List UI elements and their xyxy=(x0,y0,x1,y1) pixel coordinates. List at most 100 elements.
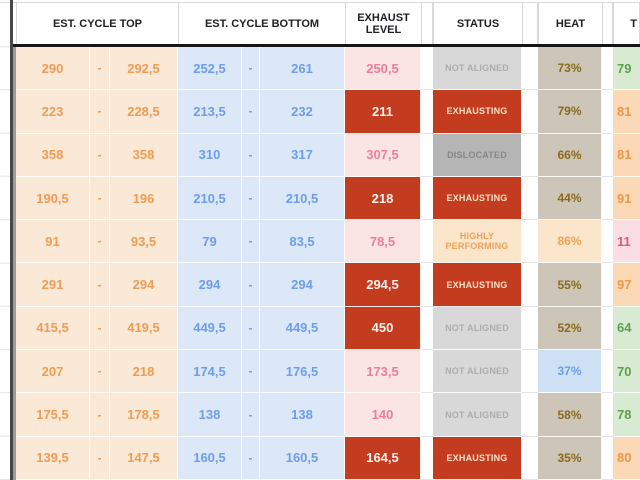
cycle-top-high[interactable]: 228,5 xyxy=(110,90,178,134)
status-cell[interactable]: HIGHLY PERFORMING xyxy=(433,220,522,264)
cycle-top-low[interactable]: 415,5 xyxy=(16,306,90,351)
cycle-bottom-high[interactable]: 138 xyxy=(260,393,345,437)
cycle-top-dash[interactable]: - xyxy=(90,393,110,437)
heat-cell[interactable]: 37% xyxy=(538,350,602,394)
status-cell[interactable]: NOT ALIGNED xyxy=(433,47,522,91)
cycle-bottom-high[interactable]: 317 xyxy=(260,133,345,177)
exhaust-level-cell[interactable]: 140 xyxy=(345,393,421,437)
heat-cell[interactable]: 52% xyxy=(538,306,602,351)
cycle-bottom-low[interactable]: 449,5 xyxy=(178,306,242,351)
exhaust-level-cell[interactable]: 218 xyxy=(345,176,421,221)
cycle-bottom-dash[interactable]: - xyxy=(242,393,260,437)
cycle-top-low[interactable]: 223 xyxy=(16,90,90,134)
cycle-bottom-low[interactable]: 160,5 xyxy=(178,436,242,480)
status-cell[interactable]: EXHAUSTING xyxy=(433,436,522,480)
left-clipped-column[interactable] xyxy=(0,0,10,480)
column-header-spacer[interactable] xyxy=(602,3,613,44)
heat-cell[interactable]: 79% xyxy=(538,90,602,134)
cycle-top-low[interactable]: 291 xyxy=(16,263,90,307)
cycle-bottom-low[interactable]: 210,5 xyxy=(178,176,242,221)
exhaust-level-cell[interactable]: 173,5 xyxy=(345,350,421,394)
cycle-top-low[interactable]: 91 xyxy=(16,220,90,264)
cycle-bottom-dash[interactable]: - xyxy=(242,220,260,264)
cycle-top-dash[interactable]: - xyxy=(90,436,110,480)
cycle-bottom-high[interactable]: 83,5 xyxy=(260,220,345,264)
status-cell[interactable]: DISLOCATED xyxy=(433,133,522,177)
t-cell-clipped[interactable]: 78 xyxy=(613,393,640,437)
heat-cell[interactable]: 58% xyxy=(538,393,602,437)
cycle-top-dash[interactable]: - xyxy=(90,350,110,394)
cycle-top-dash[interactable]: - xyxy=(90,47,110,91)
column-header-spacer[interactable] xyxy=(421,3,433,44)
t-cell-clipped[interactable]: 64 xyxy=(613,306,640,351)
cycle-bottom-low[interactable]: 310 xyxy=(178,133,242,177)
cycle-top-dash[interactable]: - xyxy=(90,176,110,221)
exhaust-level-cell[interactable]: 250,5 xyxy=(345,47,421,91)
cycle-top-dash[interactable]: - xyxy=(90,263,110,307)
column-header-t-clipped[interactable]: T xyxy=(613,3,640,44)
heat-cell[interactable]: 55% xyxy=(538,263,602,307)
cycle-top-high[interactable]: 178,5 xyxy=(110,393,178,437)
status-cell[interactable]: NOT ALIGNED xyxy=(433,350,522,394)
cycle-bottom-high[interactable]: 176,5 xyxy=(260,350,345,394)
cycle-top-high[interactable]: 294 xyxy=(110,263,178,307)
cycle-top-dash[interactable]: - xyxy=(90,220,110,264)
exhaust-level-cell[interactable]: 78,5 xyxy=(345,220,421,264)
cycle-bottom-low[interactable]: 294 xyxy=(178,263,242,307)
status-cell[interactable]: EXHAUSTING xyxy=(433,263,522,307)
cycle-top-low[interactable]: 175,5 xyxy=(16,393,90,437)
t-cell-clipped[interactable]: 79 xyxy=(613,47,640,91)
cycle-top-high[interactable]: 292,5 xyxy=(110,47,178,91)
column-header-status[interactable]: STATUS xyxy=(433,3,522,44)
exhaust-level-cell[interactable]: 450 xyxy=(345,306,421,351)
cycle-bottom-high[interactable]: 232 xyxy=(260,90,345,134)
cycle-top-high[interactable]: 147,5 xyxy=(110,436,178,480)
column-header-exhaust-level[interactable]: EXHAUST LEVEL xyxy=(345,3,421,44)
cycle-top-dash[interactable]: - xyxy=(90,133,110,177)
t-cell-clipped[interactable]: 80 xyxy=(613,436,640,480)
t-cell-clipped[interactable]: 91 xyxy=(613,176,640,221)
t-cell-clipped[interactable]: 70 xyxy=(613,350,640,394)
cycle-bottom-high[interactable]: 294 xyxy=(260,263,345,307)
column-header-cycle-bottom[interactable]: EST. CYCLE BOTTOM xyxy=(178,3,345,44)
status-cell[interactable]: NOT ALIGNED xyxy=(433,393,522,437)
cycle-top-low[interactable]: 358 xyxy=(16,133,90,177)
cycle-bottom-high[interactable]: 449,5 xyxy=(260,306,345,351)
cycle-bottom-dash[interactable]: - xyxy=(242,263,260,307)
heat-cell[interactable]: 86% xyxy=(538,220,602,264)
cycle-bottom-dash[interactable]: - xyxy=(242,90,260,134)
cycle-top-high[interactable]: 196 xyxy=(110,176,178,221)
cycle-top-dash[interactable]: - xyxy=(90,306,110,351)
cycle-bottom-dash[interactable]: - xyxy=(242,47,260,91)
cycle-bottom-low[interactable]: 174,5 xyxy=(178,350,242,394)
cycle-top-low[interactable]: 190,5 xyxy=(16,176,90,221)
cycle-top-high[interactable]: 218 xyxy=(110,350,178,394)
cycle-top-low[interactable]: 139,5 xyxy=(16,436,90,480)
heat-cell[interactable]: 44% xyxy=(538,176,602,221)
cycle-bottom-low[interactable]: 213,5 xyxy=(178,90,242,134)
exhaust-level-cell[interactable]: 211 xyxy=(345,90,421,134)
cycle-bottom-dash[interactable]: - xyxy=(242,306,260,351)
heat-cell[interactable]: 73% xyxy=(538,47,602,91)
column-header-cycle-top[interactable]: EST. CYCLE TOP xyxy=(16,3,178,44)
cycle-bottom-high[interactable]: 160,5 xyxy=(260,436,345,480)
cycle-bottom-low[interactable]: 252,5 xyxy=(178,47,242,91)
cycle-bottom-dash[interactable]: - xyxy=(242,436,260,480)
t-cell-clipped[interactable]: 11 xyxy=(613,220,640,264)
cycle-bottom-high[interactable]: 210,5 xyxy=(260,176,345,221)
column-header-heat[interactable]: HEAT xyxy=(538,3,602,44)
status-cell[interactable]: EXHAUSTING xyxy=(433,176,522,221)
cycle-bottom-high[interactable]: 261 xyxy=(260,47,345,91)
status-cell[interactable]: NOT ALIGNED xyxy=(433,306,522,351)
cycle-top-dash[interactable]: - xyxy=(90,90,110,134)
t-cell-clipped[interactable]: 81 xyxy=(613,133,640,177)
exhaust-level-cell[interactable]: 307,5 xyxy=(345,133,421,177)
cycle-bottom-dash[interactable]: - xyxy=(242,350,260,394)
status-cell[interactable]: EXHAUSTING xyxy=(433,90,522,134)
cycle-bottom-low[interactable]: 79 xyxy=(178,220,242,264)
cycle-top-high[interactable]: 358 xyxy=(110,133,178,177)
cycle-bottom-dash[interactable]: - xyxy=(242,133,260,177)
cycle-top-high[interactable]: 419,5 xyxy=(110,306,178,351)
cycle-bottom-low[interactable]: 138 xyxy=(178,393,242,437)
t-cell-clipped[interactable]: 81 xyxy=(613,90,640,134)
